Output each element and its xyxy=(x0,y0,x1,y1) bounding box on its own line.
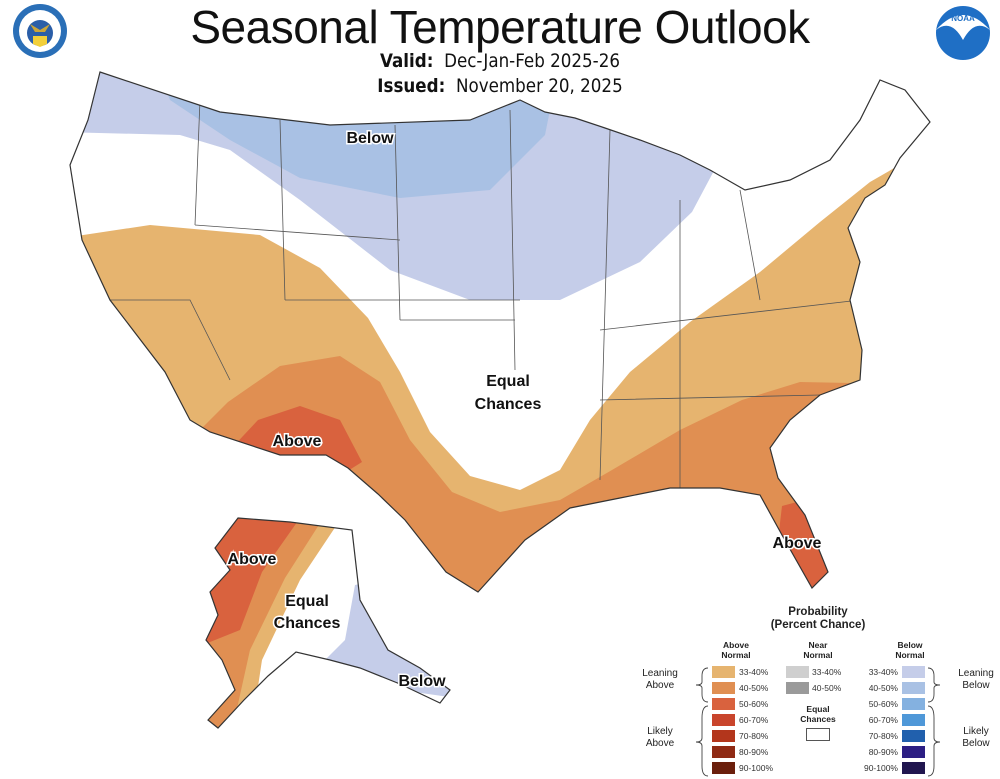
legend-near-head: Near Normal xyxy=(803,640,833,660)
map-label-above-fl: Above xyxy=(773,535,822,552)
legend-swatch-above-3 xyxy=(712,714,735,726)
legend-swatch-below-2 xyxy=(902,698,925,710)
legend-swatch-above-0 xyxy=(712,666,735,678)
map-label-ak-above: Above xyxy=(228,551,277,568)
legend-range-above-1: 40-50% xyxy=(739,683,769,693)
issued-value: November 20, 2025 xyxy=(455,75,623,97)
valid-label: Valid: xyxy=(380,50,434,72)
legend-range-above-4: 70-80% xyxy=(739,731,769,741)
legend-above-head: Above Normal xyxy=(721,640,751,660)
legend-range-near-1: 40-50% xyxy=(812,683,842,693)
legend-leaning-below: Leaning Below xyxy=(958,668,994,691)
map-label-above-sw: Above xyxy=(273,433,322,450)
svg-text:NOAA: NOAA xyxy=(951,14,975,23)
legend-range-below-6: 90-100% xyxy=(863,763,898,773)
legend-swatch-below-0 xyxy=(902,666,925,678)
legend-range-below-1: 40-50% xyxy=(868,683,898,693)
legend-swatch-below-4 xyxy=(902,730,925,742)
legend-range-below-2: 50-60% xyxy=(868,699,898,709)
map-label-equal: Equal xyxy=(486,373,530,390)
legend-equal-swatch xyxy=(806,728,830,741)
legend-braces xyxy=(695,667,941,777)
legend-likely-below: Likely Below xyxy=(962,726,990,749)
issued-date: Issued: November 20, 2025 xyxy=(60,75,940,97)
map-label-chances: Chances xyxy=(475,396,542,413)
legend-swatch-below-3 xyxy=(902,714,925,726)
legend-range-below-4: 70-80% xyxy=(868,731,898,741)
legend-likely-above: Likely Above xyxy=(645,726,675,749)
legend-swatch-near-0 xyxy=(786,666,809,678)
legend-leaning-above: Leaning Above xyxy=(642,668,678,691)
legend-title: Probability (Percent Chance) xyxy=(770,606,866,631)
legend-range-above-0: 33-40% xyxy=(739,667,769,677)
probability-legend: Probability (Percent Chance) Above Normal … xyxy=(636,606,1000,779)
legend-range-above-5: 80-90% xyxy=(739,747,769,757)
legend-range-above-3: 60-70% xyxy=(739,715,769,725)
legend-swatch-above-6 xyxy=(712,762,735,774)
legend-swatch-above-5 xyxy=(712,746,735,758)
legend-swatch-above-4 xyxy=(712,730,735,742)
legend-swatch-above-1 xyxy=(712,682,735,694)
legend-swatch-near-1 xyxy=(786,682,809,694)
map-label-ak-chances: Chances xyxy=(274,615,341,632)
valid-period: Valid: Dec-Jan-Feb 2025-26 xyxy=(60,50,940,72)
legend-swatch-above-2 xyxy=(712,698,735,710)
legend-swatch-below-5 xyxy=(902,746,925,758)
legend-range-below-3: 60-70% xyxy=(868,715,898,725)
commerce-seal-logo xyxy=(13,4,67,58)
map-label-ak-below: Below xyxy=(398,673,446,690)
legend-swatch-below-6 xyxy=(902,762,925,774)
legend-range-below-0: 33-40% xyxy=(868,667,898,677)
state-borders xyxy=(110,99,861,488)
legend-below-head: Below Normal xyxy=(895,640,925,660)
legend-range-above-2: 50-60% xyxy=(739,699,769,709)
issued-label: Issued: xyxy=(377,75,446,97)
legend-range-above-6: 90-100% xyxy=(739,763,774,773)
map-label-below: Below xyxy=(346,130,394,147)
legend-range-near-0: 33-40% xyxy=(812,667,842,677)
valid-value: Dec-Jan-Feb 2025-26 xyxy=(444,50,620,72)
legend-range-below-5: 80-90% xyxy=(868,747,898,757)
page-title: Seasonal Temperature Outlook xyxy=(190,1,810,53)
map-label-ak-equal: Equal xyxy=(285,593,329,610)
noaa-logo: NOAA xyxy=(936,6,990,60)
legend-swatch-below-1 xyxy=(902,682,925,694)
legend-equal-chances: Equal Chances xyxy=(800,704,836,724)
